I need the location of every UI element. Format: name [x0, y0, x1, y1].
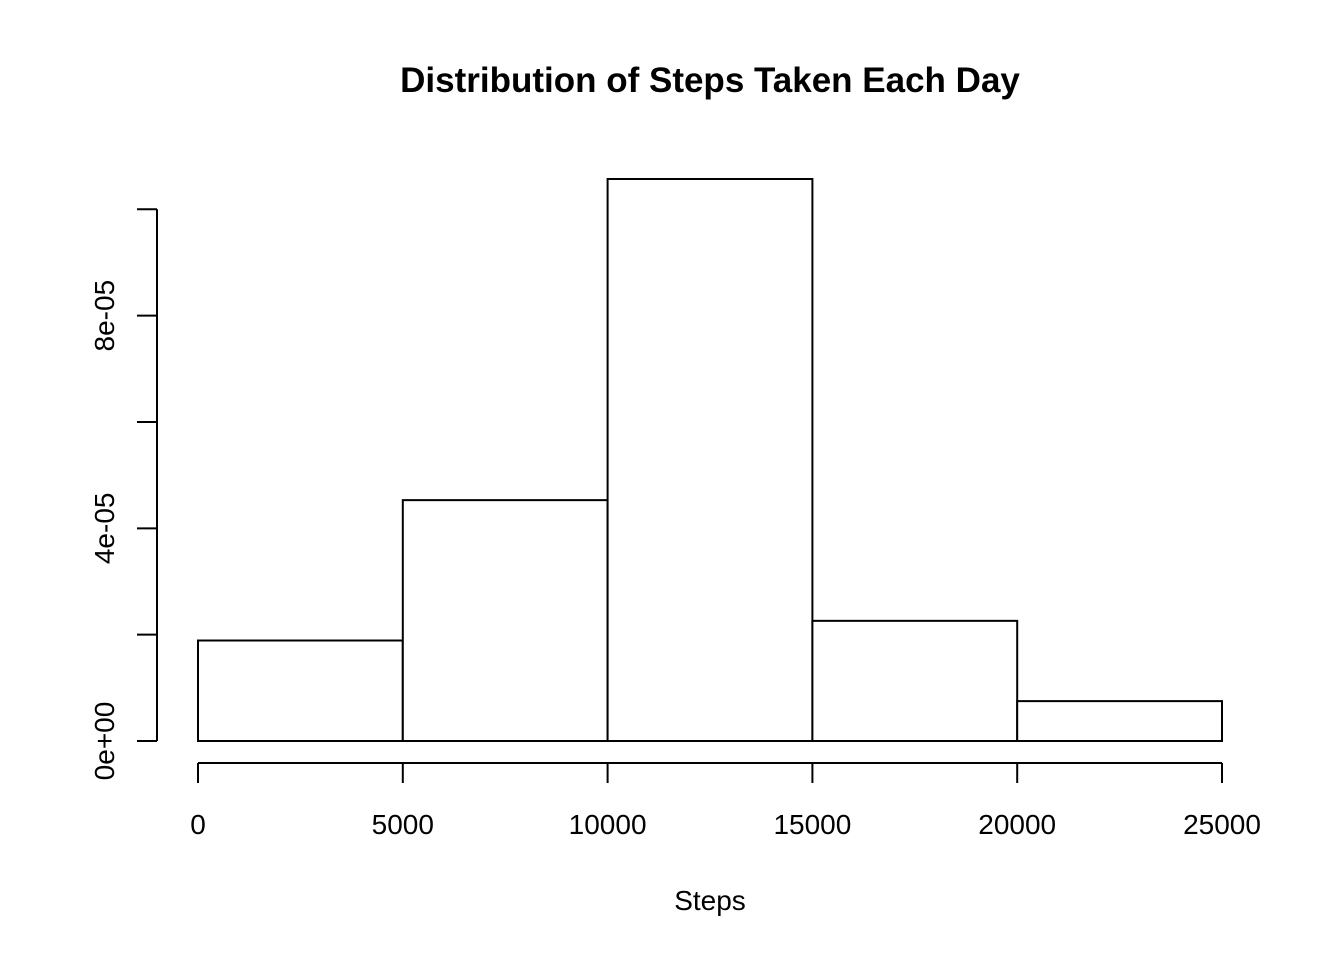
y-tick-label: 8e-05 [89, 280, 120, 352]
histogram-bar-4 [811, 619, 1019, 743]
x-tick-label: 5000 [372, 809, 434, 840]
x-tick-label: 15000 [773, 809, 851, 840]
x-tick-label: 25000 [1183, 809, 1261, 840]
histogram-bar-5 [1016, 700, 1224, 742]
x-axis: 0 5000 10000 15000 20000 25000 [190, 762, 1261, 840]
histogram-bar-3 [606, 178, 814, 742]
chart-title: Distribution of Steps Taken Each Day [400, 61, 1020, 100]
y-tick-label: 4e-05 [89, 493, 120, 565]
y-axis: 0e+00 4e-05 8e-05 [89, 208, 158, 781]
x-axis-label: Steps [674, 885, 746, 916]
x-tick-label: 0 [190, 809, 206, 840]
x-tick-label: 20000 [978, 809, 1056, 840]
bars-layer [197, 178, 1224, 743]
y-tick-label: 0e+00 [89, 702, 120, 781]
histogram-bar-2 [401, 499, 609, 742]
x-tick-label: 10000 [569, 809, 647, 840]
histogram-bar-1 [197, 639, 404, 743]
